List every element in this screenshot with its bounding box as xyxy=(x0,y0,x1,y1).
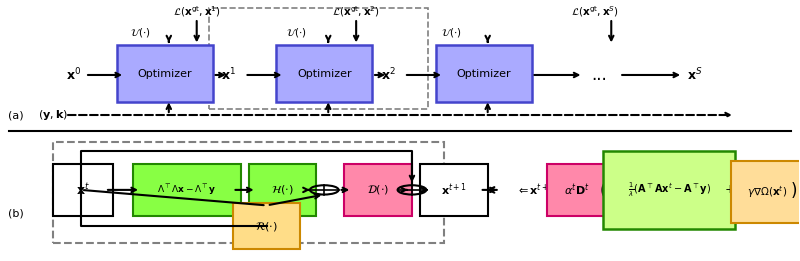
FancyBboxPatch shape xyxy=(420,164,488,216)
Text: $\mathbf{x}^S$: $\mathbf{x}^S$ xyxy=(687,67,702,83)
FancyBboxPatch shape xyxy=(233,203,300,249)
Text: $\mathbf{x}^2$: $\mathbf{x}^2$ xyxy=(381,67,395,83)
FancyBboxPatch shape xyxy=(547,164,607,216)
FancyBboxPatch shape xyxy=(54,164,113,216)
Text: Optimizer: Optimizer xyxy=(297,69,351,79)
Text: $\mathbf{x}^0$: $\mathbf{x}^0$ xyxy=(66,67,81,83)
Text: (b): (b) xyxy=(8,208,24,218)
FancyBboxPatch shape xyxy=(117,45,213,102)
FancyBboxPatch shape xyxy=(277,45,372,102)
FancyBboxPatch shape xyxy=(603,151,735,229)
Text: (a): (a) xyxy=(8,110,23,120)
Text: $\mathcal{D}(\cdot)$: $\mathcal{D}(\cdot)$ xyxy=(367,183,389,196)
Text: $($: $($ xyxy=(599,180,606,200)
Text: $\mathcal{U}(\cdot)$: $\mathcal{U}(\cdot)$ xyxy=(286,26,307,39)
Text: $(\mathbf{y}, \mathbf{k})$: $(\mathbf{y}, \mathbf{k})$ xyxy=(38,108,68,122)
Text: $\mathcal{L}(\mathbf{x}^\mathrm{gt},\mathbf{x}^1)$: $\mathcal{L}(\mathbf{x}^\mathrm{gt},\mat… xyxy=(173,4,221,19)
Text: $\gamma\nabla\Omega(\mathbf{x}^t)$: $\gamma\nabla\Omega(\mathbf{x}^t)$ xyxy=(746,185,786,200)
FancyBboxPatch shape xyxy=(344,164,412,216)
FancyBboxPatch shape xyxy=(436,45,531,102)
Text: $\mathcal{L}(\mathbf{x}^\mathrm{gt},\mathbf{x}^S)$: $\mathcal{L}(\mathbf{x}^\mathrm{gt},\mat… xyxy=(571,4,619,19)
Text: $)$: $)$ xyxy=(790,180,797,200)
Text: $\mathbf{x}^1$: $\mathbf{x}^1$ xyxy=(221,67,236,83)
Text: $\Lambda^\top\Lambda\mathbf{x}-\Lambda^\top\mathbf{y}$: $\Lambda^\top\Lambda\mathbf{x}-\Lambda^\… xyxy=(157,183,217,197)
FancyBboxPatch shape xyxy=(133,164,241,216)
Text: $\frac{1}{\lambda}(\mathbf{A}^\top\mathbf{A}\mathbf{x}^t - \mathbf{A}^\top\mathb: $\frac{1}{\lambda}(\mathbf{A}^\top\mathb… xyxy=(627,181,710,199)
Text: $\mathcal{U}(\cdot)$: $\mathcal{U}(\cdot)$ xyxy=(130,26,151,39)
FancyBboxPatch shape xyxy=(731,162,800,223)
Text: $+$: $+$ xyxy=(724,183,735,196)
Text: $\mathcal{L}(\mathbf{x}^\mathrm{gt},\mathbf{x}^2)$: $\mathcal{L}(\mathbf{x}^\mathrm{gt},\mat… xyxy=(332,4,380,19)
Text: $\mathcal{H}(\cdot)$: $\mathcal{H}(\cdot)$ xyxy=(271,183,294,196)
Text: ...: ... xyxy=(591,66,607,84)
Text: $\alpha^t\mathbf{D}^t$: $\alpha^t\mathbf{D}^t$ xyxy=(565,182,590,198)
Text: Optimizer: Optimizer xyxy=(456,69,511,79)
Text: $\mathbf{x}^{t+1}$: $\mathbf{x}^{t+1}$ xyxy=(441,182,467,198)
Text: $\Leftarrow \mathbf{x}^{t+1} = \mathbf{x}^t - $: $\Leftarrow \mathbf{x}^{t+1} = \mathbf{x… xyxy=(515,182,591,198)
Text: $\mathcal{R}(\cdot)$: $\mathcal{R}(\cdot)$ xyxy=(255,220,278,233)
Text: Optimizer: Optimizer xyxy=(138,69,192,79)
FancyBboxPatch shape xyxy=(249,164,316,216)
Text: $\mathcal{U}(\cdot)$: $\mathcal{U}(\cdot)$ xyxy=(442,26,462,39)
Text: $\mathbf{x}^t$: $\mathbf{x}^t$ xyxy=(76,182,90,198)
